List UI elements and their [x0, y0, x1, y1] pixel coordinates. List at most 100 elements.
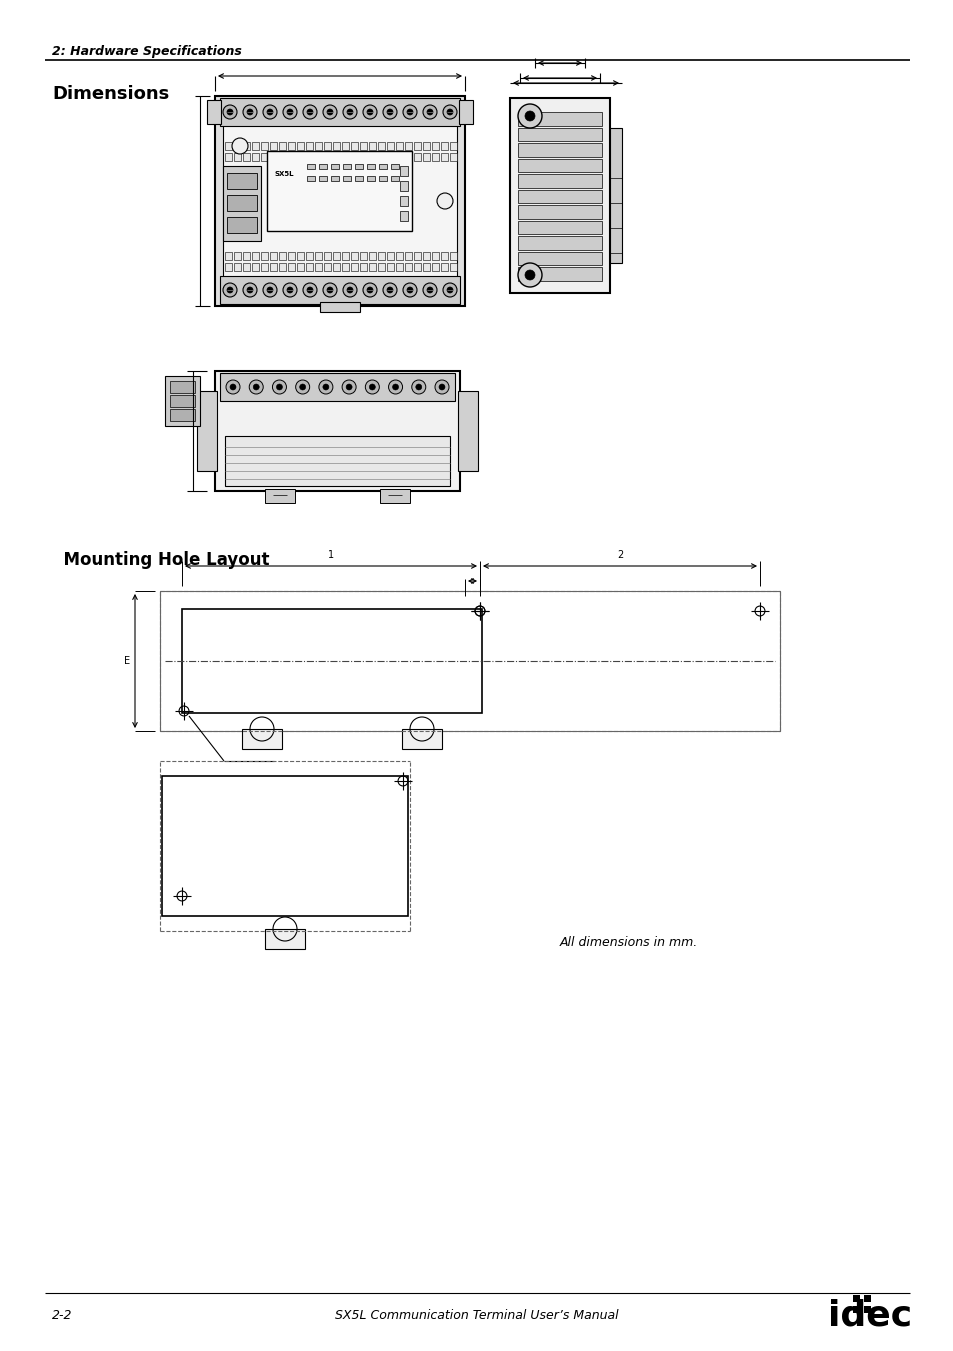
- Bar: [387, 253, 394, 259]
- Bar: [369, 153, 375, 161]
- Bar: [243, 142, 250, 150]
- Bar: [359, 142, 367, 150]
- Bar: [220, 276, 459, 304]
- Bar: [214, 372, 459, 490]
- Circle shape: [524, 111, 535, 122]
- Bar: [432, 142, 438, 150]
- Bar: [450, 142, 456, 150]
- Circle shape: [442, 105, 456, 119]
- Circle shape: [327, 286, 333, 293]
- Circle shape: [367, 286, 373, 293]
- Circle shape: [412, 380, 425, 394]
- Bar: [432, 263, 438, 272]
- Bar: [270, 253, 276, 259]
- Circle shape: [267, 109, 273, 115]
- Bar: [214, 96, 464, 305]
- Text: SX5L: SX5L: [274, 172, 294, 177]
- Bar: [324, 153, 331, 161]
- Bar: [265, 489, 294, 503]
- Bar: [343, 163, 351, 169]
- Bar: [369, 142, 375, 150]
- Circle shape: [436, 193, 453, 209]
- Bar: [261, 142, 268, 150]
- Bar: [341, 142, 349, 150]
- Bar: [270, 263, 276, 272]
- Bar: [227, 218, 256, 232]
- Bar: [306, 142, 313, 150]
- Circle shape: [303, 105, 316, 119]
- Bar: [440, 253, 448, 259]
- Bar: [261, 253, 268, 259]
- Bar: [422, 142, 430, 150]
- Bar: [367, 163, 375, 169]
- Bar: [306, 263, 313, 272]
- Bar: [306, 153, 313, 161]
- Bar: [196, 390, 216, 471]
- Circle shape: [273, 380, 286, 394]
- Bar: [333, 253, 339, 259]
- Bar: [359, 153, 367, 161]
- Bar: [450, 153, 456, 161]
- Circle shape: [227, 286, 233, 293]
- Circle shape: [517, 104, 541, 128]
- Bar: [296, 263, 304, 272]
- Bar: [220, 99, 459, 126]
- Bar: [378, 176, 387, 181]
- Bar: [314, 153, 322, 161]
- Circle shape: [347, 109, 353, 115]
- Circle shape: [327, 109, 333, 115]
- Bar: [517, 267, 601, 281]
- Bar: [405, 142, 412, 150]
- Bar: [252, 263, 258, 272]
- Circle shape: [243, 105, 256, 119]
- Bar: [517, 236, 601, 250]
- Bar: [233, 253, 241, 259]
- Text: SX5L Communication Terminal User’s Manual: SX5L Communication Terminal User’s Manua…: [335, 1309, 618, 1323]
- Bar: [863, 1306, 870, 1313]
- Bar: [377, 153, 385, 161]
- Bar: [450, 253, 456, 259]
- Bar: [399, 196, 408, 205]
- Bar: [377, 142, 385, 150]
- Bar: [450, 263, 456, 272]
- Bar: [458, 100, 473, 124]
- Circle shape: [226, 380, 240, 394]
- Bar: [333, 142, 339, 150]
- Bar: [314, 263, 322, 272]
- Circle shape: [249, 380, 263, 394]
- Bar: [863, 1296, 870, 1302]
- Circle shape: [223, 282, 236, 297]
- Bar: [318, 176, 327, 181]
- Circle shape: [307, 109, 313, 115]
- Bar: [233, 142, 241, 150]
- Bar: [351, 153, 357, 161]
- Bar: [359, 253, 367, 259]
- Bar: [399, 211, 408, 222]
- Bar: [242, 730, 282, 748]
- Bar: [343, 176, 351, 181]
- Circle shape: [382, 282, 396, 297]
- Circle shape: [427, 109, 433, 115]
- Circle shape: [230, 384, 235, 390]
- Bar: [369, 253, 375, 259]
- Text: 1: 1: [328, 550, 334, 561]
- Circle shape: [343, 282, 356, 297]
- Bar: [440, 153, 448, 161]
- Bar: [414, 263, 420, 272]
- Bar: [414, 142, 420, 150]
- Bar: [252, 153, 258, 161]
- Circle shape: [517, 263, 541, 286]
- Circle shape: [287, 286, 293, 293]
- Circle shape: [343, 105, 356, 119]
- Bar: [182, 609, 481, 713]
- Bar: [225, 153, 232, 161]
- Bar: [351, 263, 357, 272]
- Circle shape: [223, 105, 236, 119]
- Circle shape: [263, 105, 276, 119]
- Circle shape: [387, 286, 393, 293]
- Circle shape: [318, 380, 333, 394]
- Bar: [395, 153, 402, 161]
- Bar: [517, 174, 601, 188]
- Bar: [267, 151, 412, 231]
- Bar: [233, 263, 241, 272]
